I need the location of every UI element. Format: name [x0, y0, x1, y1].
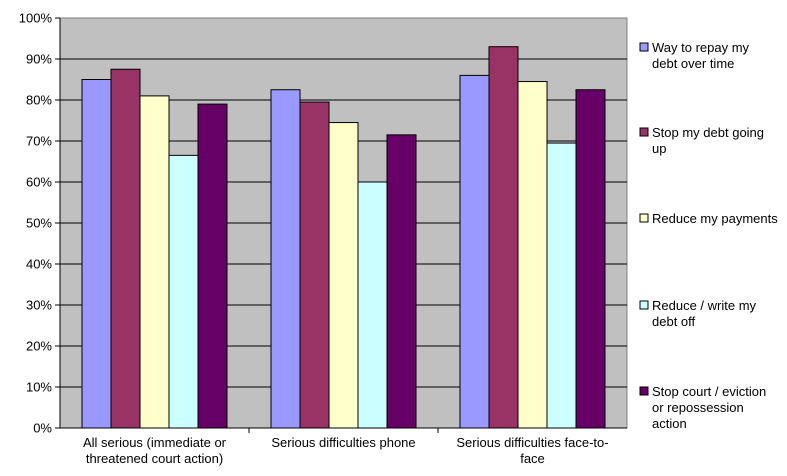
legend-label: debt off	[652, 314, 696, 329]
y-tick-label: 90%	[26, 52, 52, 67]
legend-swatch	[639, 386, 649, 396]
bar	[110, 68, 141, 429]
y-tick-label: 50%	[26, 216, 52, 231]
legend-label: Reduce / write my	[652, 298, 757, 313]
category-label: Serious difficulties face-to-	[456, 435, 608, 450]
bar	[270, 89, 301, 429]
y-tick-label: 60%	[26, 175, 52, 190]
y-tick-label: 80%	[26, 93, 52, 108]
legend-label: or repossession	[652, 400, 744, 415]
category-label: Serious difficulties phone	[271, 435, 415, 450]
bar	[168, 154, 199, 429]
bar	[197, 103, 228, 429]
axes: 0% 10% 20% 30% 40% 50% 60% 70% 80% 90% 100% All ser…	[19, 11, 627, 466]
y-tick-label: 0%	[33, 421, 52, 436]
bar	[357, 181, 388, 429]
y-tick-label: 40%	[26, 257, 52, 272]
legend-label: up	[652, 141, 666, 156]
legend-swatch	[639, 213, 649, 223]
bar	[328, 122, 359, 429]
category-label: All serious (immediate or	[83, 435, 227, 450]
legend-swatch	[639, 42, 649, 52]
bar	[386, 134, 417, 429]
category-label: threatened court action)	[86, 451, 223, 466]
bar	[517, 81, 548, 429]
bar	[546, 142, 577, 429]
legend-label: debt over time	[652, 56, 734, 71]
y-tick-label: 10%	[26, 380, 52, 395]
legend-swatch	[639, 127, 649, 137]
y-tick-label: 100%	[19, 11, 53, 26]
legend-label: Way to repay my	[652, 40, 750, 55]
y-tick-label: 20%	[26, 339, 52, 354]
bar	[299, 101, 330, 429]
legend-label: Stop court / eviction	[652, 384, 766, 399]
y-tick-label: 70%	[26, 134, 52, 149]
legend-swatch	[639, 300, 649, 310]
legend-label: Stop my debt going	[652, 125, 764, 140]
bar	[459, 74, 490, 429]
bar	[488, 46, 519, 429]
legend-label: Reduce my payments	[652, 211, 778, 226]
category-label: face	[520, 451, 545, 466]
legend-label: action	[652, 416, 687, 431]
bars	[81, 46, 606, 429]
y-tick-label: 30%	[26, 298, 52, 313]
bar	[139, 95, 170, 429]
bar	[81, 79, 112, 429]
bar	[575, 89, 606, 429]
